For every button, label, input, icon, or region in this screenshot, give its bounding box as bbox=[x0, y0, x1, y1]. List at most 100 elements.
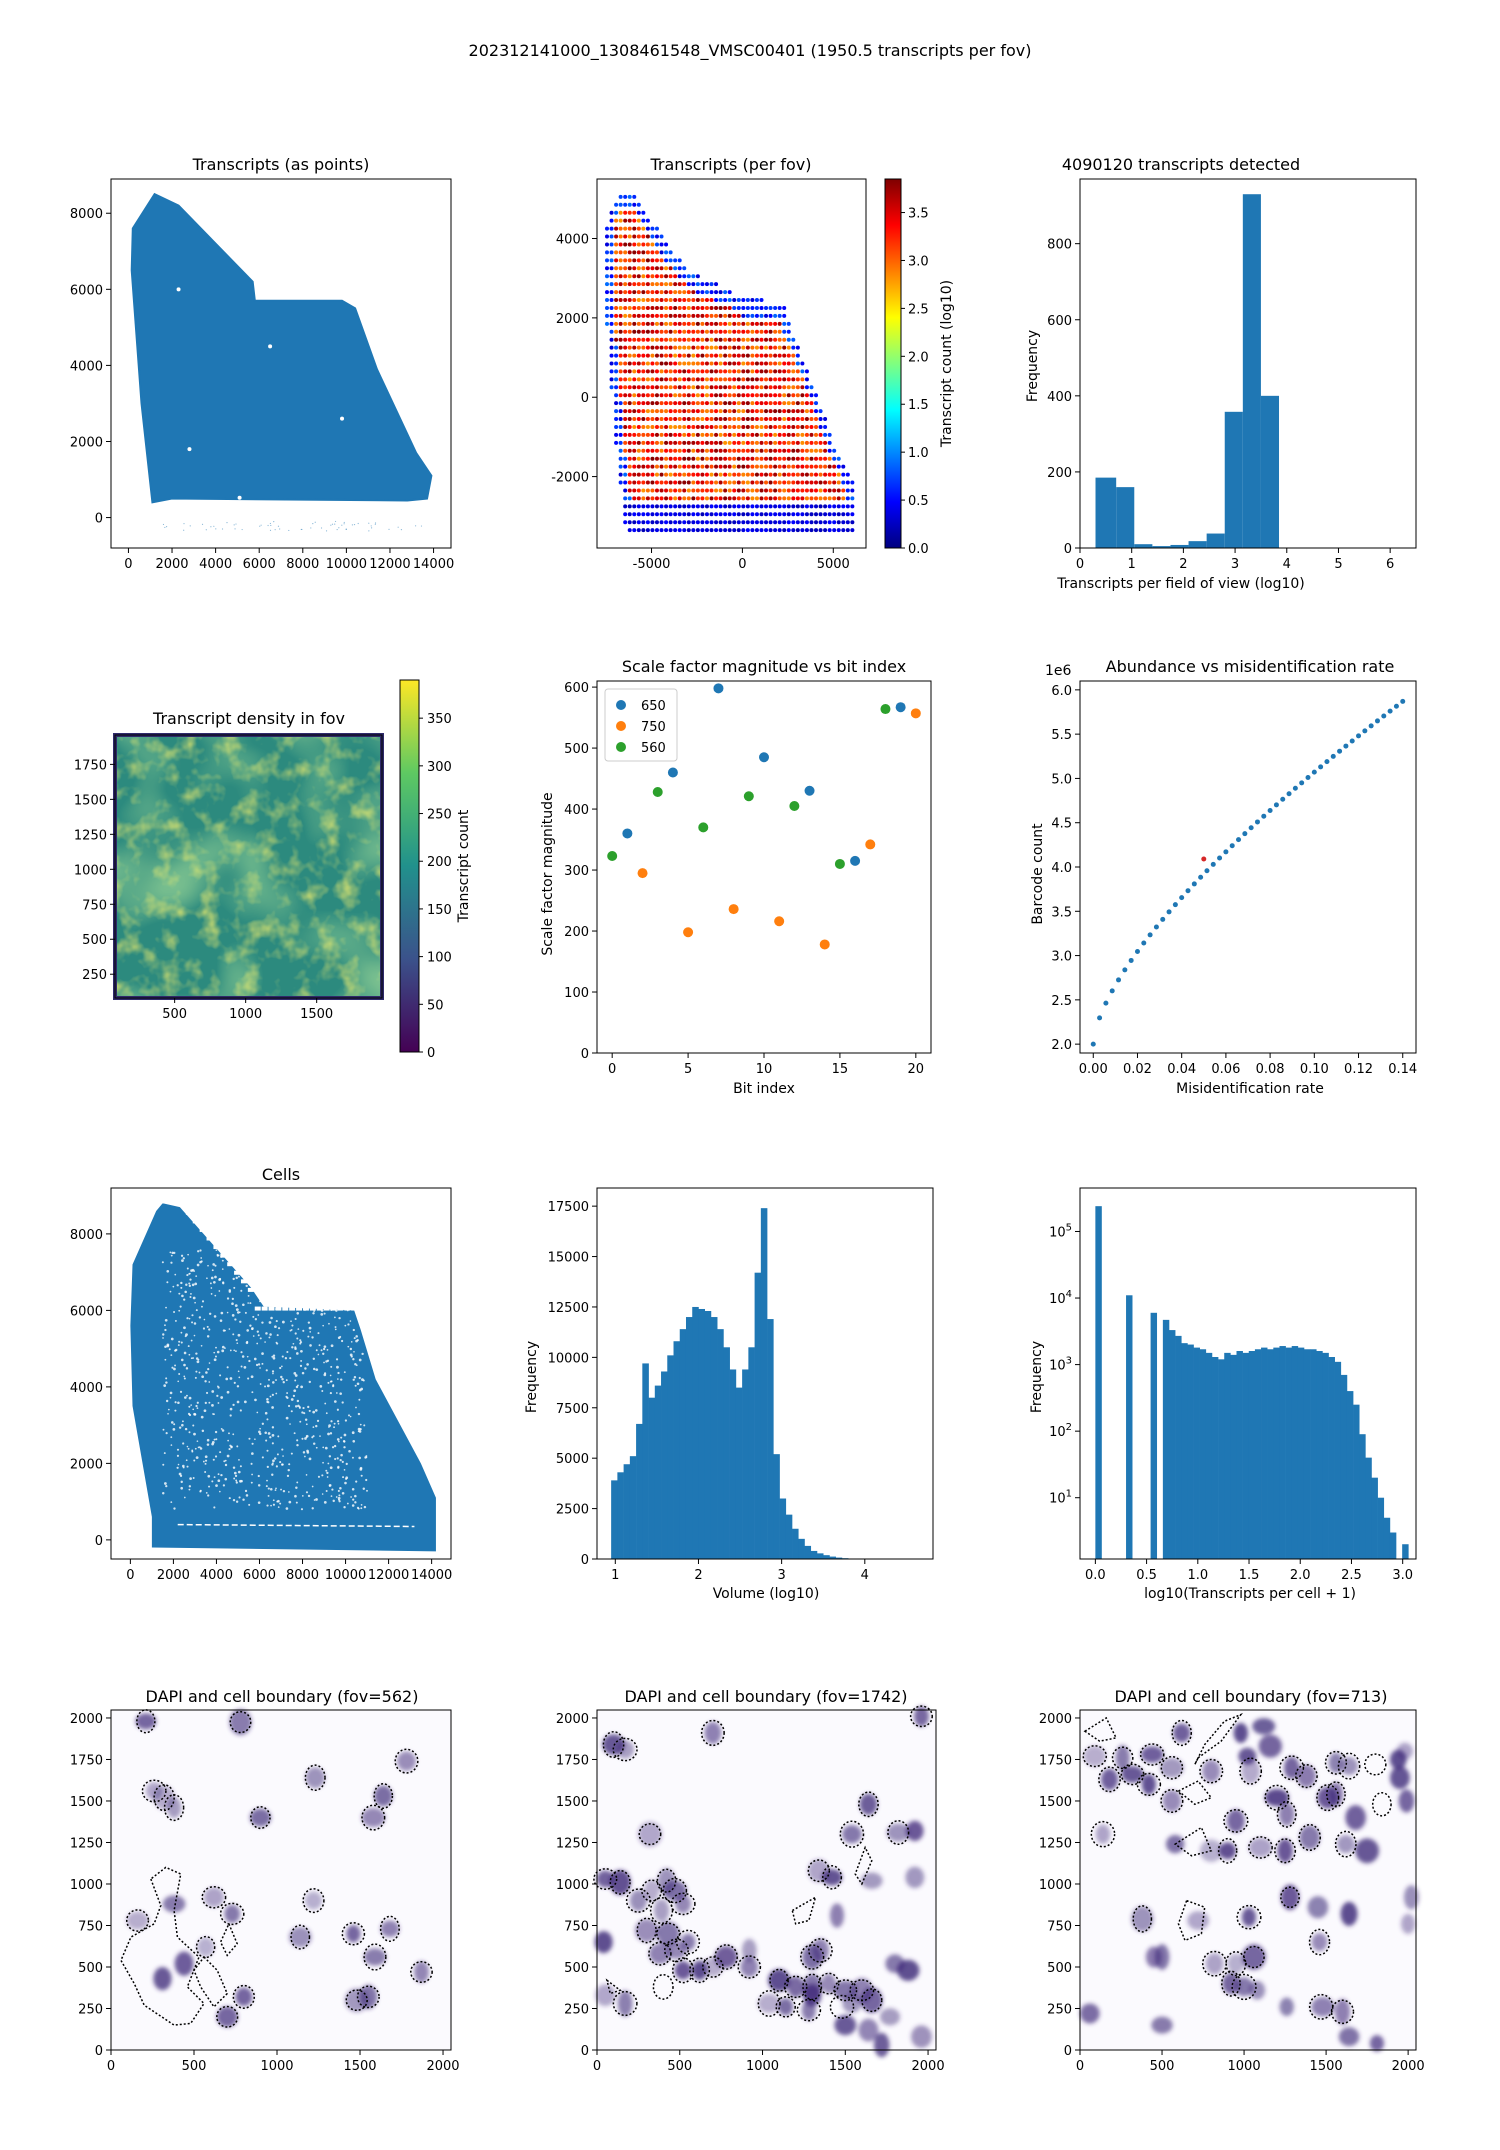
histogram-bar bbox=[1291, 1346, 1299, 1559]
fov-point bbox=[673, 329, 678, 334]
fov-point bbox=[827, 440, 832, 445]
cells-gap bbox=[345, 1462, 348, 1466]
cells-gap bbox=[266, 1465, 269, 1468]
cells-gap bbox=[170, 1501, 173, 1504]
fov-point bbox=[723, 528, 728, 533]
fov-point bbox=[695, 417, 700, 422]
cells-gap bbox=[271, 1393, 274, 1397]
fov-point bbox=[732, 321, 737, 326]
cell-boundary-irregular bbox=[193, 1955, 229, 2009]
fov-point bbox=[614, 290, 619, 295]
fov-point bbox=[732, 393, 737, 398]
colorbar-label: Transcript count bbox=[456, 809, 472, 923]
fov-point bbox=[686, 321, 691, 326]
cells-gap bbox=[210, 1293, 213, 1295]
cells-gap bbox=[333, 1426, 335, 1429]
fov-point bbox=[636, 377, 641, 382]
fov-point bbox=[718, 417, 723, 422]
fov-point bbox=[795, 496, 800, 501]
fov-point bbox=[695, 496, 700, 501]
fov-point bbox=[704, 290, 709, 295]
nucleus bbox=[714, 1946, 738, 1969]
cells-gap bbox=[228, 1289, 232, 1292]
fov-point bbox=[773, 440, 778, 445]
fov-point bbox=[732, 520, 737, 525]
fov-point bbox=[727, 313, 732, 318]
x-tick-label: 1000 bbox=[229, 1007, 262, 1022]
cells-gap bbox=[255, 1363, 259, 1367]
y-tick-label: 600 bbox=[564, 681, 589, 696]
fov-point bbox=[714, 361, 719, 366]
fov-point bbox=[745, 520, 750, 525]
cells-gap bbox=[237, 1370, 240, 1373]
nucleus bbox=[1115, 1745, 1130, 1771]
fov-point bbox=[700, 488, 705, 493]
fov-point bbox=[700, 432, 705, 437]
fov-point bbox=[800, 361, 805, 366]
fov-point bbox=[759, 337, 764, 342]
fov-point bbox=[682, 440, 687, 445]
fov-point bbox=[723, 456, 728, 461]
fov-point bbox=[750, 472, 755, 477]
fov-point bbox=[741, 401, 746, 406]
fov-point bbox=[823, 480, 828, 485]
cell-boundary bbox=[1274, 1838, 1297, 1864]
fov-point bbox=[732, 313, 737, 318]
cell-boundary bbox=[800, 1944, 825, 1970]
fov-point bbox=[741, 424, 746, 429]
nucleus bbox=[859, 1793, 878, 1816]
nucleus bbox=[1280, 1884, 1300, 1911]
cell-boundary bbox=[1264, 1784, 1290, 1811]
fov-point bbox=[673, 290, 678, 295]
fov-point bbox=[709, 417, 714, 422]
cells-edge-notch bbox=[413, 1306, 420, 1311]
cell-boundary bbox=[593, 1868, 618, 1890]
fov-point bbox=[782, 512, 787, 517]
cells-gap bbox=[336, 1438, 340, 1441]
fov-point bbox=[632, 226, 637, 231]
fov-point bbox=[786, 369, 791, 374]
fov-point bbox=[786, 409, 791, 414]
fov-point bbox=[777, 353, 782, 358]
fov-point bbox=[768, 409, 773, 414]
cell-boundary bbox=[858, 1791, 879, 1818]
cell-boundary bbox=[1248, 1836, 1273, 1859]
fov-point bbox=[795, 353, 800, 358]
cell-boundary-irregular bbox=[1177, 1899, 1206, 1942]
fov-point bbox=[704, 440, 709, 445]
cells-gap bbox=[336, 1365, 339, 1369]
x-tick-label: 15 bbox=[832, 1062, 849, 1077]
fov-point bbox=[709, 345, 714, 350]
cells-gap bbox=[165, 1377, 168, 1380]
y-tick-label: 1500 bbox=[74, 793, 107, 808]
fov-point bbox=[677, 528, 682, 533]
nucleus bbox=[1401, 1913, 1416, 1934]
y-tick-label: 0 bbox=[1064, 2044, 1072, 2059]
sparse-point bbox=[241, 528, 243, 531]
cells-gap bbox=[236, 1385, 240, 1388]
fov-point bbox=[604, 258, 609, 263]
cells-gap bbox=[226, 1366, 229, 1369]
fov-point bbox=[686, 424, 691, 429]
curve-point bbox=[1172, 902, 1178, 908]
point-gap bbox=[364, 302, 368, 307]
fov-point bbox=[682, 361, 687, 366]
fov-point bbox=[682, 464, 687, 469]
cells-gap bbox=[353, 1337, 356, 1340]
cells-gap bbox=[315, 1424, 318, 1428]
fov-point bbox=[750, 305, 755, 310]
fov-point bbox=[677, 480, 682, 485]
cells-gap bbox=[277, 1506, 280, 1508]
nucleus bbox=[1340, 1757, 1358, 1776]
curve-point bbox=[1368, 723, 1374, 729]
fov-point bbox=[754, 337, 759, 342]
histogram-bar bbox=[1285, 1347, 1293, 1559]
fov-point bbox=[736, 298, 741, 303]
histogram-bar bbox=[611, 1480, 618, 1559]
fov-point bbox=[673, 321, 678, 326]
fov-point bbox=[654, 417, 659, 422]
fov-point bbox=[641, 313, 646, 318]
sparse-point bbox=[210, 526, 212, 528]
cells-gap bbox=[293, 1432, 296, 1435]
fov-point bbox=[782, 361, 787, 366]
